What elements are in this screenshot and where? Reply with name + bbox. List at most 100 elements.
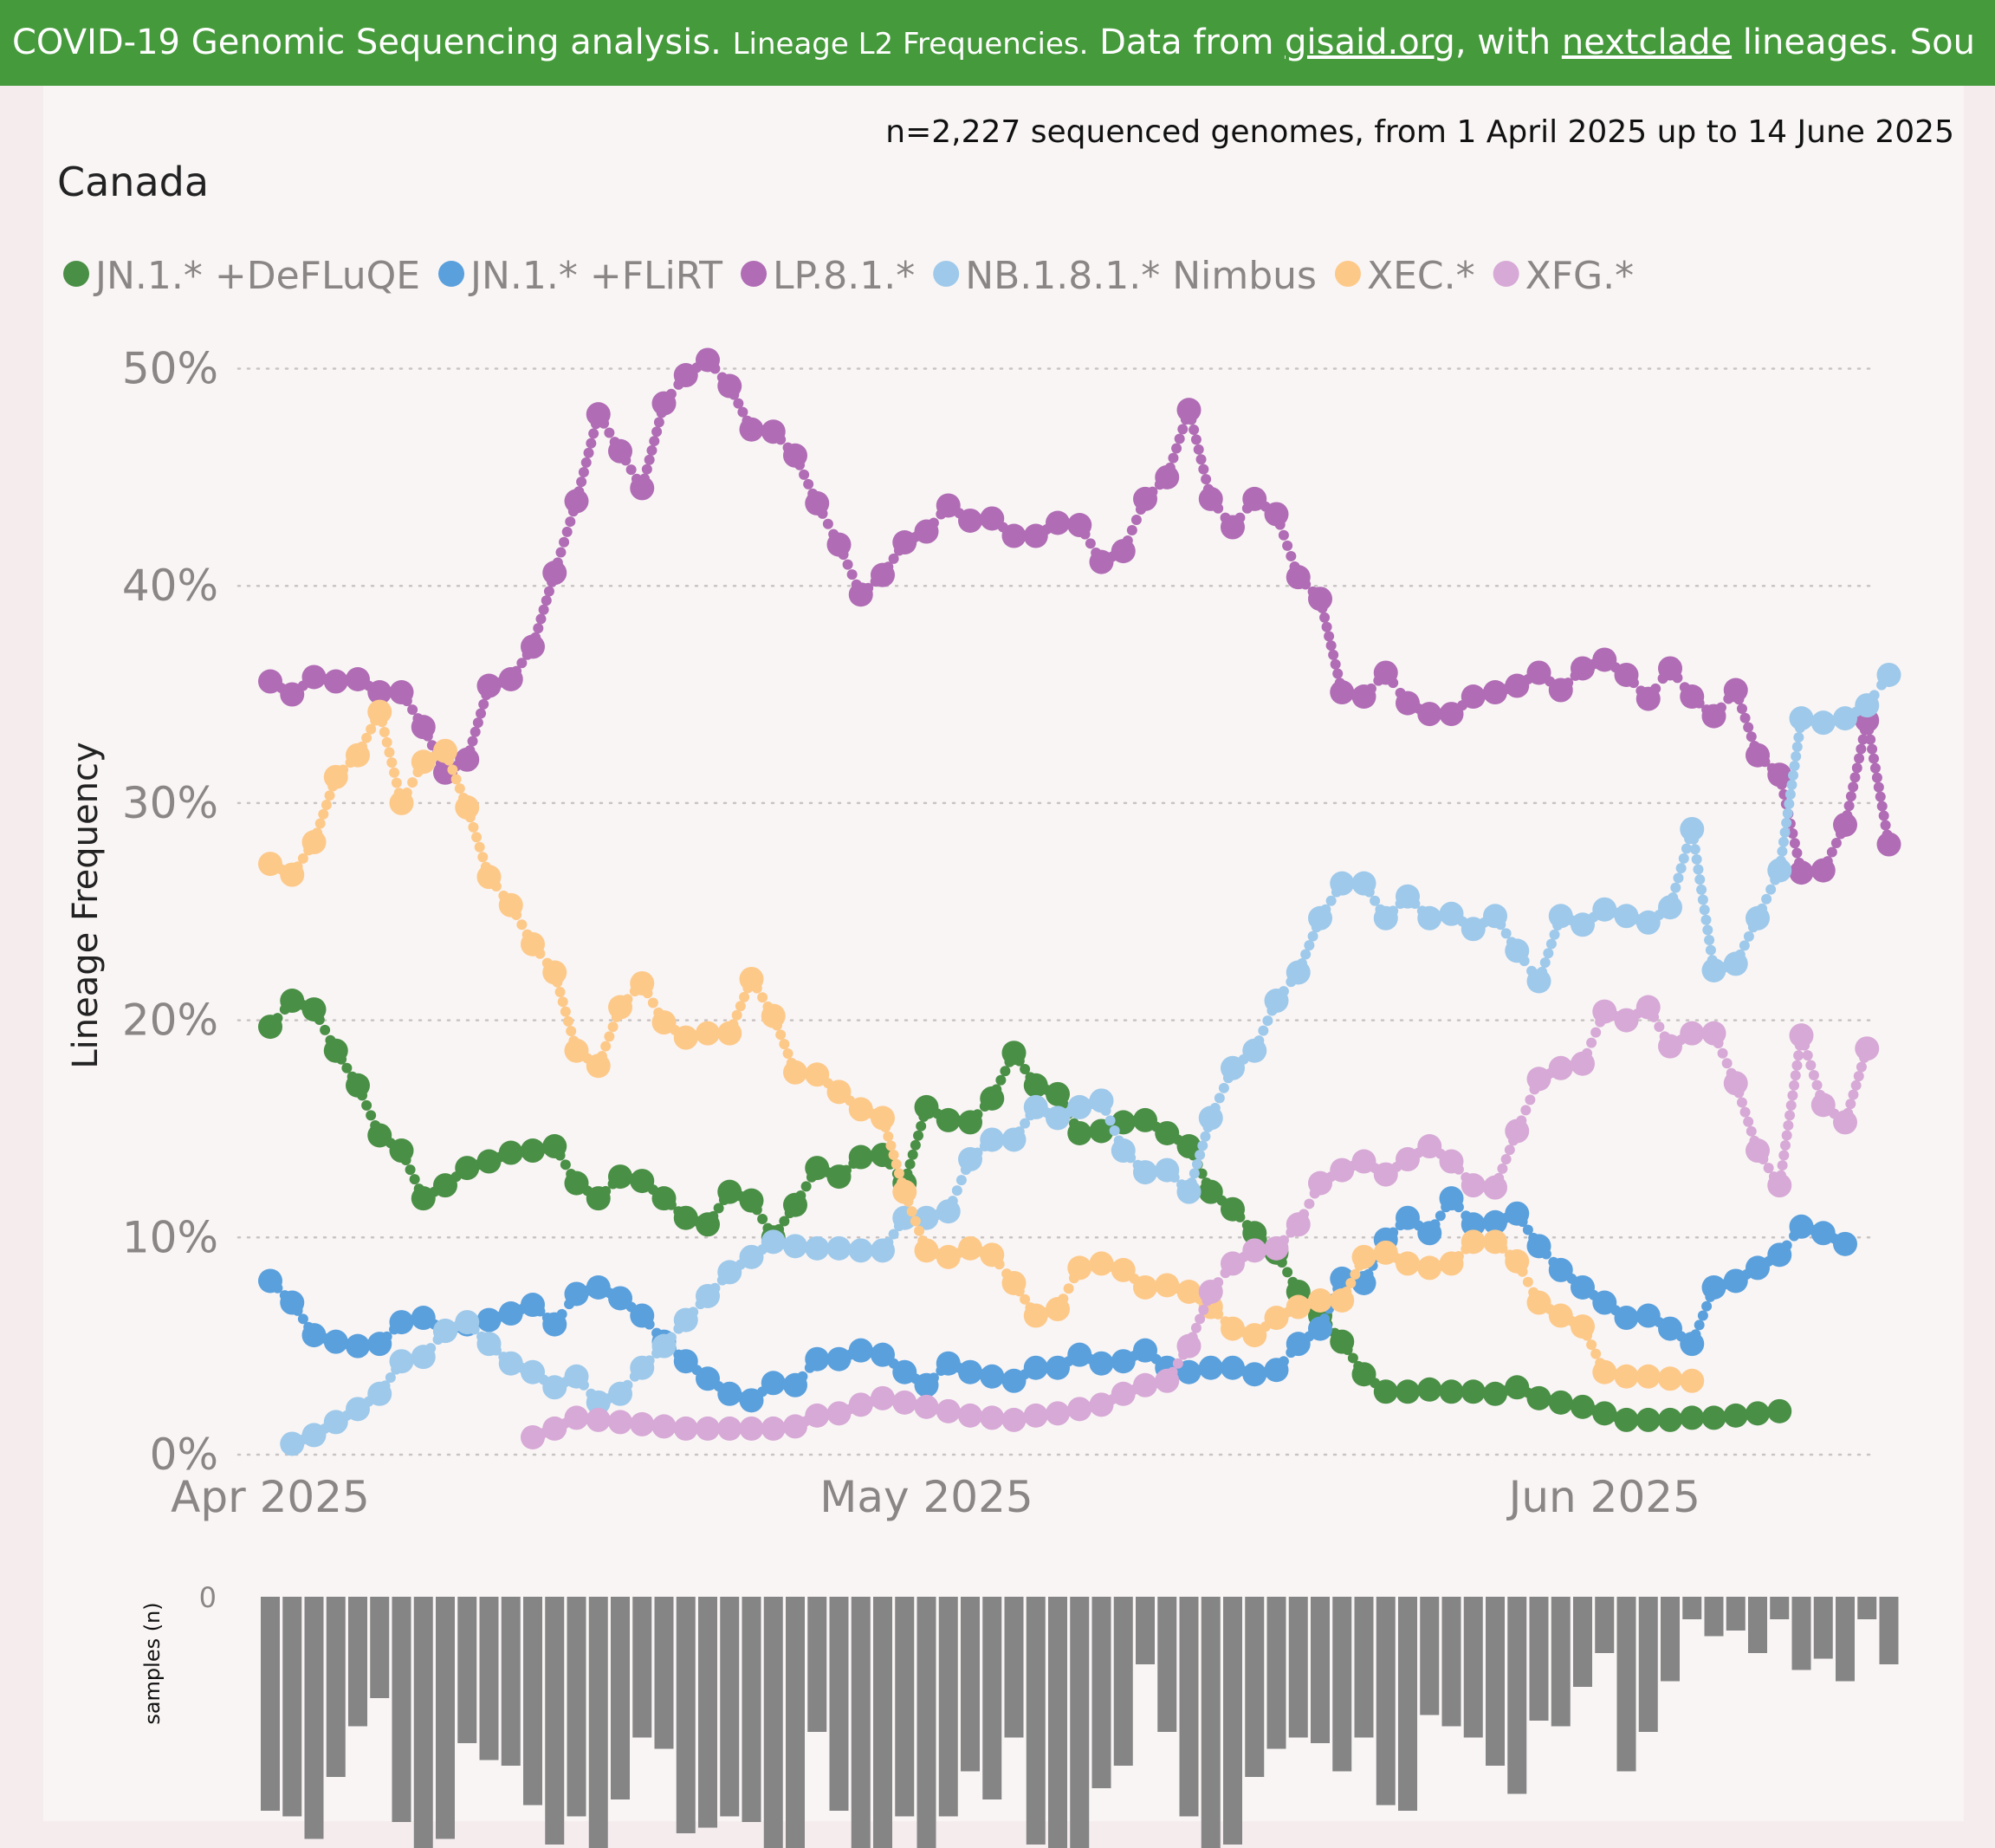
data-point [914, 1238, 939, 1263]
samples-bar [1551, 1597, 1571, 1727]
data-point [1571, 1314, 1595, 1339]
data-point [1548, 1303, 1573, 1328]
data-point [696, 347, 720, 373]
trail-dot [1345, 1277, 1357, 1288]
data-point [630, 1355, 655, 1380]
trail-dot [1258, 1025, 1269, 1036]
data-point [717, 1021, 742, 1046]
trail-dot [1196, 1168, 1208, 1179]
data-point [1067, 1255, 1092, 1281]
data-point [389, 1138, 414, 1164]
data-point [498, 1351, 523, 1376]
trail-dot [1781, 817, 1792, 828]
banner-tail: lineages. Sou [1742, 23, 1975, 62]
trail-dot [470, 726, 481, 737]
data-point [280, 682, 305, 707]
data-point [651, 1414, 677, 1439]
data-point [1876, 662, 1901, 687]
samples-bar [1836, 1597, 1855, 1682]
trail-dot [1851, 762, 1862, 774]
trail-dot [1811, 1080, 1823, 1091]
data-point [476, 1332, 502, 1357]
data-point [958, 1147, 982, 1172]
samples-bar [1507, 1597, 1527, 1794]
data-point [717, 1260, 742, 1285]
trail-dot [1701, 1300, 1713, 1312]
y-tick-labels: 0% 10% 20% 30% 40% 50% [122, 344, 218, 1481]
trail-dot [478, 698, 489, 710]
data-point [1746, 1138, 1770, 1164]
data-point [696, 1212, 720, 1237]
data-point [914, 1394, 939, 1419]
data-point [1636, 1364, 1661, 1389]
data-point [1001, 523, 1027, 548]
data-point [1308, 1288, 1332, 1313]
samples-bar [1704, 1597, 1724, 1637]
samples-bar [1638, 1597, 1658, 1732]
trail-dot [1865, 734, 1876, 745]
data-point [958, 1235, 982, 1261]
data-point [717, 373, 742, 399]
trail-dot [604, 1031, 615, 1042]
data-point [805, 1235, 830, 1261]
data-point [280, 1290, 305, 1315]
x-tick-label: Jun 2025 [1506, 1472, 1700, 1522]
trail-dot [1790, 1070, 1801, 1081]
samples-bar [1136, 1597, 1155, 1664]
data-point [1001, 1270, 1027, 1295]
trail-dot [1871, 772, 1882, 783]
samples-bar [829, 1597, 849, 1811]
data-point [936, 1398, 961, 1423]
trail-dot [731, 1009, 742, 1021]
trail-dot [541, 595, 552, 606]
data-point [1767, 1242, 1792, 1268]
samples-bar [348, 1597, 367, 1727]
data-point [1723, 678, 1748, 703]
trail-dot [739, 991, 750, 1002]
data-point [346, 742, 370, 768]
data-point [411, 749, 436, 775]
data-point [1439, 1379, 1464, 1404]
samples-bar [1070, 1597, 1090, 1848]
data-point [717, 1381, 742, 1406]
series-jn-1-flirt [258, 1186, 1857, 1413]
samples-bar [1661, 1597, 1680, 1682]
trail-dot [1195, 1313, 1206, 1325]
y-tick-label: 30% [122, 778, 218, 828]
trail-dot [822, 518, 833, 529]
legend-label: JN.1.* +FLiRT [468, 254, 722, 298]
data-point [936, 1351, 961, 1376]
trail-dot [625, 464, 637, 476]
data-point [651, 1333, 677, 1358]
samples-bar [1376, 1597, 1396, 1806]
trail-dot [1704, 935, 1715, 946]
data-point [280, 862, 305, 887]
legend-item-xfg: XFG.* [1493, 254, 1634, 298]
trail-dot [803, 478, 814, 490]
data-point [586, 1390, 611, 1415]
data-point [1526, 1067, 1551, 1092]
data-point [367, 699, 392, 724]
trail-dot [1856, 1061, 1867, 1073]
data-point [980, 1242, 1005, 1268]
trail-dot [1700, 914, 1712, 925]
data-point [1789, 860, 1814, 885]
banner-link-gisaid[interactable]: gisaid.org [1285, 23, 1455, 62]
data-point [411, 1345, 436, 1370]
data-point [301, 830, 327, 855]
data-point [826, 1080, 852, 1105]
data-point [673, 1025, 698, 1050]
trail-dot [644, 454, 655, 465]
trail-dot [1777, 1160, 1788, 1171]
data-point [476, 673, 502, 698]
samples-bar [938, 1597, 958, 1817]
data-point [1810, 1221, 1836, 1246]
trail-dot [516, 658, 528, 669]
trail-dot [910, 1216, 921, 1227]
data-point [1636, 910, 1661, 935]
trail-dot [1850, 1080, 1862, 1091]
banner-link-nextclade[interactable]: nextclade [1561, 23, 1733, 62]
trail-dot [384, 747, 395, 758]
data-point [564, 489, 589, 514]
